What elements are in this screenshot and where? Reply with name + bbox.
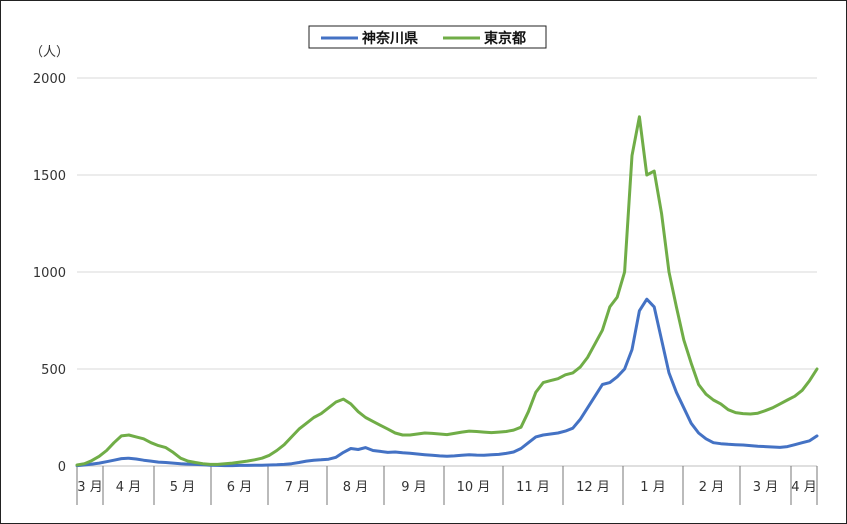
month-label: 2 月 [699, 480, 724, 495]
gridlines [77, 77, 817, 467]
legend: 神奈川県 東京都 [308, 25, 547, 49]
month-label: 1 月 [640, 480, 665, 495]
series-lines [75, 115, 819, 468]
month-label: 9 月 [401, 480, 426, 495]
month-label: 10 月 [457, 480, 491, 495]
month-label: 4 月 [791, 480, 816, 495]
month-label: 5 月 [170, 480, 195, 495]
month-label: 7 月 [285, 480, 310, 495]
y-tick-label: 1000 [33, 266, 66, 281]
y-axis-ticks: 0 500 1000 1500 2000 [33, 72, 66, 475]
month-label: 6 月 [227, 480, 252, 495]
series-line-tokyo [75, 115, 819, 467]
month-label: 11 月 [516, 480, 550, 495]
y-tick-label: 500 [41, 363, 66, 378]
legend-label-kanagawa: 神奈川県 [362, 30, 418, 47]
month-label: 4 月 [116, 480, 141, 495]
y-tick-label: 1500 [33, 169, 66, 184]
y-tick-label: 2000 [33, 72, 66, 87]
series-line-kanagawa [75, 297, 819, 468]
x-axis: 3 月 4 月 5 月 6 月 7 月 8 月 9 月 10 月 11 月 12 月 1 月 2 月 3… [76, 465, 818, 505]
month-label: 3 月 [753, 480, 778, 495]
y-axis-unit-label: （人） [30, 45, 69, 60]
legend-label-tokyo: 東京都 [484, 30, 526, 47]
month-label: 3 月 [77, 480, 102, 495]
month-label: 12 月 [576, 480, 610, 495]
legend-box [308, 25, 547, 49]
month-label: 8 月 [343, 480, 368, 495]
y-tick-label: 0 [58, 460, 66, 475]
